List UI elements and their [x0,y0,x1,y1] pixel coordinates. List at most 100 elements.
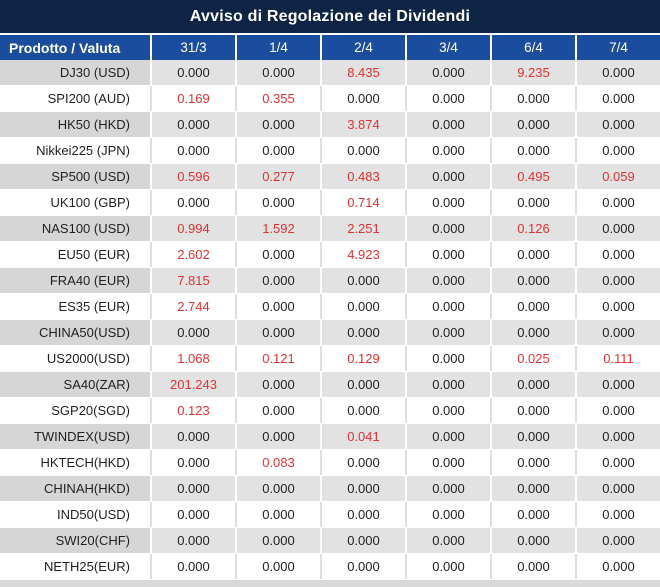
product-cell: IND50(USD) [0,502,150,527]
title-bar: Avviso di Regolazione dei Dividendi [0,0,660,33]
value-cell: 7.815 [150,268,235,293]
value-cell: 0.000 [150,138,235,163]
value-cell: 0.000 [490,138,575,163]
value-cell: 0.126 [490,216,575,241]
table-row: ES35 (EUR) 2.744 0.000 0.000 0.000 0.000 0.00… [0,294,660,320]
value-cell: 0.000 [150,502,235,527]
value-cell: 0.000 [575,450,660,475]
product-cell: CHINAH(HKD) [0,476,150,501]
table-row: CHINA50(USD) 0.000 0.000 0.000 0.000 0.000 0.… [0,320,660,346]
value-cell: 0.041 [320,424,405,449]
product-cell: NETH25(EUR) [0,554,150,579]
table-row: NETH25(EUR) 0.000 0.000 0.000 0.000 0.000 0.0… [0,554,660,580]
table-header-row: Prodotto / Valuta 31/3 1/4 2/4 3/4 6/4 7… [0,35,660,60]
product-cell: SWI20(CHF) [0,528,150,553]
value-cell: 0.714 [320,190,405,215]
value-cell: 0.000 [575,268,660,293]
value-cell: 0.000 [320,528,405,553]
value-cell: 0.000 [490,320,575,345]
value-cell: 0.000 [150,476,235,501]
table-row: UK100 (GBP) 0.000 0.000 0.714 0.000 0.000 0.0… [0,190,660,216]
value-cell: 0.000 [490,190,575,215]
value-cell: 2.744 [150,294,235,319]
column-header-date-3-4: 3/4 [405,35,490,60]
product-cell: CHINA50(USD) [0,320,150,345]
column-header-date-2-4: 2/4 [320,35,405,60]
product-cell: UK100 (GBP) [0,190,150,215]
value-cell: 0.000 [575,242,660,267]
product-cell: HKTECH(HKD) [0,450,150,475]
value-cell: 0.000 [490,242,575,267]
column-header-date-6-4: 6/4 [490,35,575,60]
page-title: Avviso di Regolazione dei Dividendi [189,7,471,25]
value-cell: 0.355 [235,86,320,111]
value-cell: 0.000 [235,294,320,319]
value-cell: 0.121 [235,346,320,371]
value-cell: 0.000 [405,424,490,449]
value-cell: 0.000 [320,502,405,527]
value-cell: 0.000 [575,138,660,163]
value-cell: 0.000 [575,86,660,111]
table-row: TWINDEX(USD) 0.000 0.000 0.041 0.000 0.000 0.… [0,424,660,450]
table-row: SA40(ZAR) 201.243 0.000 0.000 0.000 0.000 0.0… [0,372,660,398]
value-cell: 0.000 [150,112,235,137]
value-cell: 0.000 [320,320,405,345]
value-cell: 0.000 [405,398,490,423]
value-cell: 0.000 [320,398,405,423]
product-cell: SP500 (USD) [0,164,150,189]
title-separator [0,33,660,35]
table-row: HKTECH(HKD) 0.000 0.083 0.000 0.000 0.000 0.0… [0,450,660,476]
value-cell: 0.994 [150,216,235,241]
value-cell: 0.000 [405,528,490,553]
value-cell: 0.000 [235,554,320,579]
value-cell: 8.435 [320,60,405,85]
product-cell: HK50 (HKD) [0,112,150,137]
value-cell: 0.000 [490,112,575,137]
product-cell: FRA40 (EUR) [0,268,150,293]
product-cell: SGP20(SGD) [0,398,150,423]
table-row: NAS100 (USD) 0.994 1.592 2.251 0.000 0.126 0.… [0,216,660,242]
value-cell: 0.000 [490,554,575,579]
table-row: SP500 (USD) 0.596 0.277 0.483 0.000 0.495 0.0… [0,164,660,190]
value-cell: 0.000 [405,372,490,397]
value-cell: 0.000 [490,528,575,553]
column-header-date-31-3: 31/3 [150,35,235,60]
product-cell: SA40(ZAR) [0,372,150,397]
value-cell: 0.000 [405,60,490,85]
value-cell: 0.000 [405,112,490,137]
table-row: FRA40 (EUR) 7.815 0.000 0.000 0.000 0.000 0.0… [0,268,660,294]
value-cell: 0.000 [320,294,405,319]
value-cell: 0.000 [235,372,320,397]
product-cell: SPI200 (AUD) [0,86,150,111]
table-row: DJ30 (USD) 0.000 0.000 8.435 0.000 9.235 0.00… [0,60,660,86]
value-cell: 0.000 [575,112,660,137]
table-row: SWI20(CHF) 0.000 0.000 0.000 0.000 0.000 0.00… [0,528,660,554]
product-cell: DJ30 (USD) [0,60,150,85]
value-cell: 0.000 [150,528,235,553]
value-cell: 0.000 [405,242,490,267]
column-header-product-currency: Prodotto / Valuta [9,39,121,56]
value-cell: 0.000 [405,86,490,111]
value-cell: 0.000 [235,476,320,501]
value-cell: 0.000 [575,502,660,527]
value-cell: 0.000 [235,60,320,85]
value-cell: 0.000 [490,372,575,397]
table-row: IND50(USD) 0.000 0.000 0.000 0.000 0.000 0.00… [0,502,660,528]
value-cell: 0.000 [235,424,320,449]
value-cell: 0.000 [490,502,575,527]
value-cell: 2.602 [150,242,235,267]
value-cell: 0.000 [490,424,575,449]
value-cell: 0.000 [320,268,405,293]
value-cell: 0.083 [235,450,320,475]
value-cell: 0.000 [490,268,575,293]
table-row: Nikkei225 (JPN) 0.000 0.000 0.000 0.000 0.00… [0,138,660,164]
value-cell: 0.000 [405,476,490,501]
value-cell: 0.596 [150,164,235,189]
value-cell: 9.235 [490,60,575,85]
column-header-date-1-4: 1/4 [235,35,320,60]
value-cell: 0.000 [405,164,490,189]
table-row: SPI200 (AUD) 0.169 0.355 0.000 0.000 0.000 0.… [0,86,660,112]
bottom-strip [0,580,660,587]
value-cell: 1.068 [150,346,235,371]
value-cell: 0.000 [490,450,575,475]
